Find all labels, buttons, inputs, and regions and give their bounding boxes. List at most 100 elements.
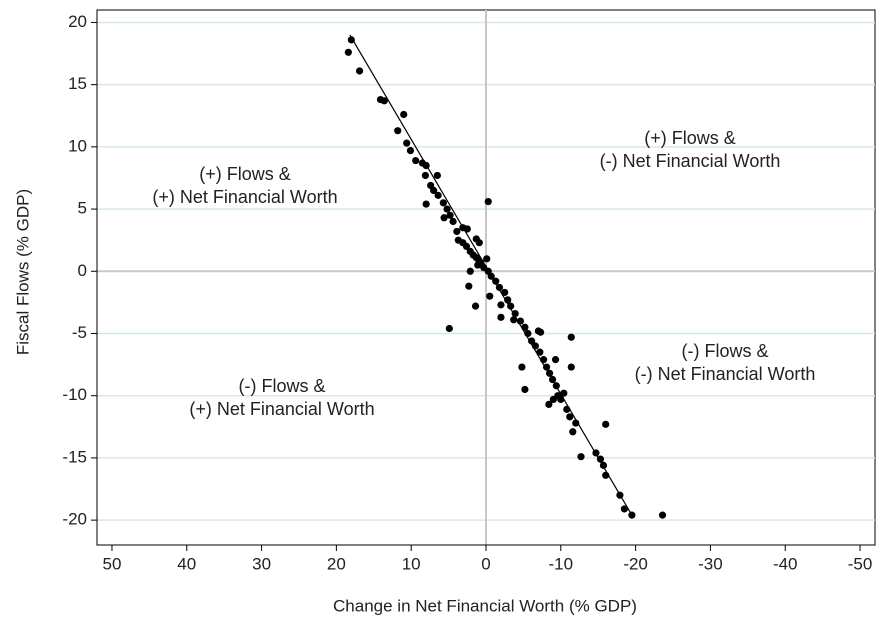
point — [453, 227, 461, 236]
point — [528, 337, 536, 345]
point — [497, 313, 505, 321]
point — [628, 511, 636, 519]
y-tick-label: 5 — [78, 199, 87, 218]
point — [380, 97, 388, 105]
point — [440, 214, 448, 222]
point — [620, 505, 628, 513]
annotation: (-) Flows & — [239, 376, 326, 396]
point — [521, 323, 529, 331]
point — [572, 419, 580, 427]
annotation: (-) Net Financial Worth — [600, 151, 781, 171]
point — [537, 328, 545, 336]
y-tick-label: -5 — [72, 323, 87, 342]
point — [355, 67, 364, 75]
point — [521, 385, 529, 394]
annotation: (-) Net Financial Worth — [635, 364, 816, 384]
x-tick-label: -20 — [623, 554, 648, 573]
point — [412, 156, 420, 165]
point — [516, 317, 525, 325]
annotation: (+) Flows & — [199, 164, 291, 184]
x-tick-label: 0 — [481, 554, 490, 573]
x-tick-label: -30 — [698, 554, 723, 573]
point — [616, 491, 624, 499]
point — [439, 199, 447, 207]
point — [545, 400, 553, 409]
point — [472, 235, 480, 243]
point — [599, 461, 608, 469]
x-tick-label: 40 — [177, 554, 196, 573]
y-axis-label: Fiscal Flows (% GDP) — [13, 189, 32, 355]
x-tick-label: 50 — [103, 554, 122, 573]
x-tick-label: 30 — [252, 554, 271, 573]
point — [577, 453, 585, 461]
point — [463, 225, 471, 233]
point — [552, 382, 560, 390]
point — [483, 255, 491, 263]
x-tick-label: -40 — [773, 554, 798, 573]
point — [465, 282, 473, 290]
point — [466, 267, 474, 275]
y-tick-label: -20 — [62, 510, 87, 529]
point — [501, 288, 509, 297]
y-tick-label: -15 — [62, 447, 87, 466]
point — [551, 356, 560, 364]
point — [434, 191, 442, 199]
point — [602, 420, 610, 428]
point — [531, 342, 539, 350]
point — [487, 272, 495, 280]
y-tick-label: -10 — [62, 385, 87, 404]
y-tick-label: 15 — [68, 74, 87, 93]
point — [545, 369, 554, 377]
point — [602, 471, 610, 479]
point — [592, 449, 600, 457]
point — [658, 511, 667, 519]
point — [484, 198, 492, 206]
x-axis-label: Change in Net Financial Worth (% GDP) — [333, 596, 637, 615]
x-tick-label: -50 — [848, 554, 873, 573]
annotation: (+) Net Financial Worth — [189, 399, 374, 419]
annotation: (+) Flows & — [644, 128, 736, 148]
point — [474, 261, 482, 269]
x-tick-label: 20 — [327, 554, 346, 573]
point — [406, 146, 415, 155]
point — [446, 211, 454, 219]
point — [566, 413, 574, 421]
point — [557, 395, 565, 404]
point — [596, 455, 605, 463]
point — [443, 205, 451, 213]
point — [567, 333, 575, 341]
point — [542, 363, 551, 371]
point — [445, 324, 453, 333]
point — [548, 375, 557, 384]
point — [486, 292, 494, 300]
point — [497, 301, 505, 309]
point — [569, 428, 577, 436]
point — [507, 302, 515, 310]
point — [524, 329, 532, 338]
x-tick-label: 10 — [402, 554, 421, 573]
point — [540, 356, 548, 364]
y-tick-label: 10 — [68, 136, 87, 155]
point — [462, 242, 471, 250]
point — [430, 186, 438, 195]
point — [403, 139, 411, 147]
point — [421, 171, 430, 180]
point — [492, 277, 500, 285]
point — [344, 48, 352, 56]
x-tick-label: -10 — [549, 554, 574, 573]
point — [510, 316, 518, 324]
point — [347, 36, 355, 44]
y-tick-label: 0 — [78, 261, 87, 280]
point — [536, 348, 544, 356]
point — [422, 200, 430, 208]
point — [567, 363, 575, 371]
annotation: (-) Flows & — [682, 341, 769, 361]
point — [563, 405, 571, 413]
point — [394, 127, 402, 135]
point — [518, 363, 526, 371]
point — [433, 171, 441, 180]
point — [560, 389, 568, 397]
point — [422, 161, 430, 170]
